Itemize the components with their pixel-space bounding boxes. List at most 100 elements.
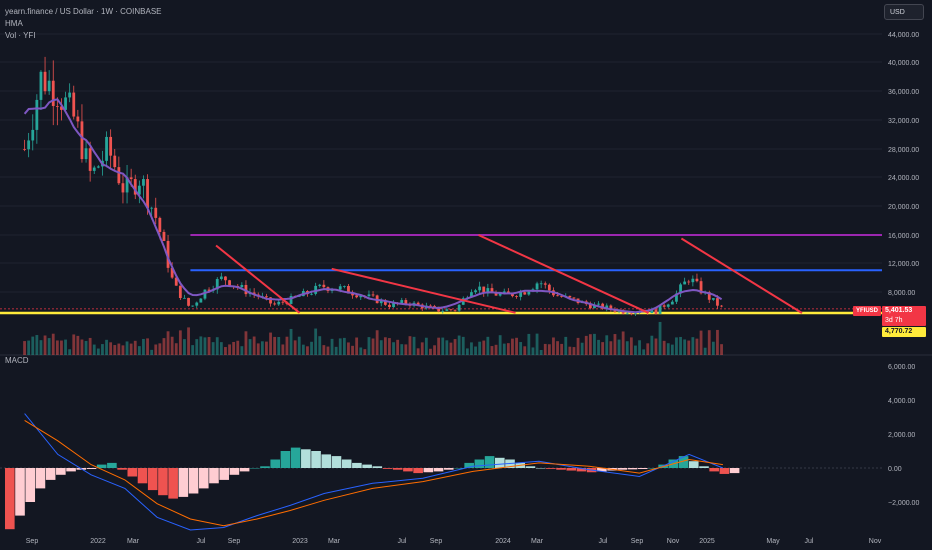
volume-bar <box>39 340 43 355</box>
candle-body <box>47 80 51 92</box>
time-tick-label: 2022 <box>90 538 106 545</box>
time-tick-label: 2025 <box>699 538 715 545</box>
volume-bar <box>716 329 719 355</box>
time-tick-label: 2023 <box>292 538 308 545</box>
candle-body <box>215 279 219 290</box>
volume-bar <box>461 336 465 355</box>
candle-body <box>568 295 572 298</box>
volume-bar <box>486 336 490 355</box>
candle-body <box>170 267 174 278</box>
macd-histogram-bar <box>301 449 311 468</box>
candle-body <box>31 129 35 141</box>
candle-body <box>400 300 404 304</box>
volume-bar <box>76 335 80 355</box>
candle-body <box>35 99 39 130</box>
axes: 44,000.00 40,000.00 36,000.00 32,000.00 28,0… <box>26 32 920 545</box>
macd-tick-label: 0.00 <box>888 466 902 473</box>
volume-bar <box>642 349 646 355</box>
candle-body <box>445 309 449 311</box>
candle-body <box>654 309 658 314</box>
candle-body <box>371 294 375 296</box>
macd-histogram-bar <box>250 468 260 469</box>
macd-tick-label: 6,000.00 <box>888 364 915 371</box>
volume-bar <box>675 337 678 355</box>
macd-histogram-bar <box>25 468 36 502</box>
candle-body <box>543 283 547 285</box>
price-tick-label: 24,000.00 <box>888 175 919 182</box>
volume-bar <box>199 336 203 355</box>
volume-bar <box>326 346 330 355</box>
price-tick-label: 8,000.00 <box>888 290 915 297</box>
volume-bar <box>539 349 543 355</box>
candle-body <box>519 292 523 297</box>
candle-body <box>72 92 76 117</box>
candle-body <box>133 179 137 195</box>
candle-body <box>662 305 666 307</box>
macd-histogram-bar <box>495 457 505 468</box>
volume-bar <box>355 337 359 355</box>
macd-histogram-bar <box>423 468 434 473</box>
candle-body <box>367 294 371 297</box>
volume-bar <box>543 343 547 355</box>
volume-bar <box>576 337 580 355</box>
volume-bar <box>281 344 285 355</box>
volume-bar <box>527 333 531 355</box>
volume-bar <box>424 337 428 355</box>
macd-histogram-bar <box>546 468 556 469</box>
macd-tick-label: 4,000.00 <box>888 398 915 405</box>
volume-bar <box>207 337 211 355</box>
macd-histogram-bar <box>709 468 719 472</box>
volume-bar <box>51 333 55 355</box>
macd-tick-label: −2,000.00 <box>888 500 919 507</box>
time-tick-label: Jul <box>599 538 608 545</box>
volume-bar <box>293 340 297 355</box>
time-tick-label: Sep <box>430 538 443 545</box>
macd-histogram-bar <box>45 468 56 480</box>
volume-bar <box>465 348 469 355</box>
volume-bar <box>35 335 39 355</box>
macd-tick-label: 2,000.00 <box>888 432 915 439</box>
candle-body <box>593 304 596 309</box>
volume-bar <box>629 337 633 355</box>
volume-bar <box>699 330 703 355</box>
volume-bar <box>556 341 559 355</box>
candle-body <box>27 140 31 150</box>
candle-body <box>191 305 195 307</box>
volume-bar <box>166 331 170 355</box>
volume-bar <box>219 342 223 355</box>
candle-body <box>154 207 158 218</box>
macd-histogram-bar <box>229 468 240 475</box>
volume-bar <box>711 341 715 355</box>
volume-bar <box>400 344 404 355</box>
candle-body <box>416 302 420 305</box>
volume-bar <box>552 337 555 355</box>
volume-bar <box>178 330 182 355</box>
macd-histogram-bar <box>372 466 383 468</box>
candle-body <box>199 298 203 303</box>
candle-body <box>351 293 354 296</box>
volume-bar <box>515 337 518 355</box>
candle-body <box>437 306 441 312</box>
price-tick-label: 32,000.00 <box>888 118 919 125</box>
volume-bar <box>613 334 617 355</box>
candle-body <box>605 305 609 309</box>
currency-button[interactable]: USD <box>884 4 924 20</box>
macd-line <box>24 413 724 531</box>
trendlines[interactable] <box>215 234 803 314</box>
volume-bar <box>314 328 318 355</box>
volume-bar <box>297 336 301 355</box>
volume-bar <box>224 347 227 355</box>
horizontal-levels[interactable] <box>0 234 882 315</box>
candle-body <box>183 297 186 299</box>
candle-body <box>207 289 211 291</box>
time-tick-label: Mar <box>127 538 140 545</box>
volume-bar <box>511 338 514 355</box>
price-tick-label: 40,000.00 <box>888 60 919 67</box>
macd-histogram-bar <box>15 468 25 516</box>
volume-bar <box>232 341 236 355</box>
candle-body <box>88 148 92 171</box>
volume-bar <box>588 334 592 355</box>
macd-histogram-bar <box>107 462 117 468</box>
volume-bar <box>379 340 383 355</box>
